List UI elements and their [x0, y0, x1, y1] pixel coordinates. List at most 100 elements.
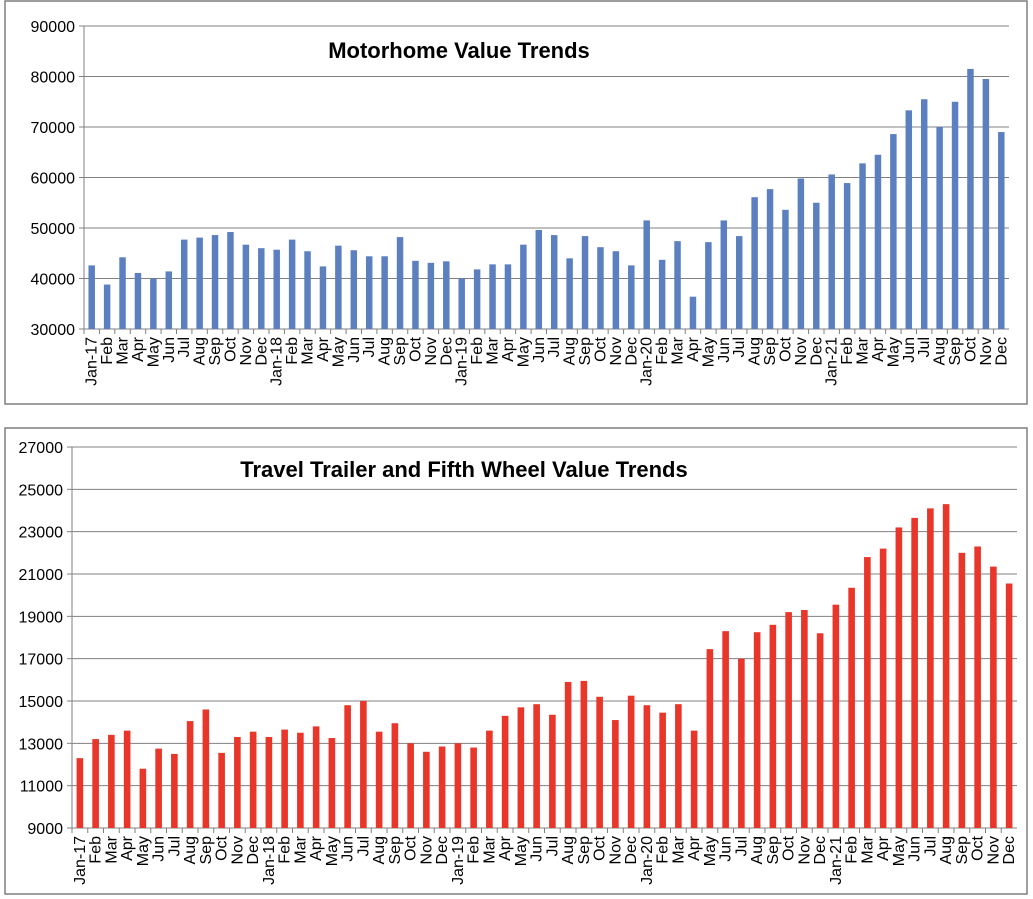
bar [958, 552, 966, 828]
bar [982, 79, 990, 330]
x-tick-label: Jul [546, 337, 563, 357]
x-tick-label: May [702, 836, 719, 866]
x-tick-label: Dec [245, 836, 262, 864]
bar [643, 705, 651, 828]
x-tick-label: Jun [716, 337, 733, 363]
bar [517, 707, 525, 828]
x-tick-label: Apr [130, 336, 147, 362]
y-tick-label: 60000 [31, 171, 76, 188]
bar [186, 721, 194, 828]
y-tick-label: 19000 [19, 609, 64, 626]
x-tick-label: Feb [654, 337, 671, 365]
bar [974, 546, 981, 828]
bar [936, 127, 943, 329]
x-tick-label: Aug [562, 337, 579, 365]
bar [454, 743, 462, 828]
x-tick-label: Aug [377, 337, 394, 365]
bar [375, 731, 383, 828]
bar [535, 230, 543, 329]
bar [365, 256, 373, 329]
x-tick-label: Mar [115, 336, 132, 364]
x-tick-label: Nov [607, 836, 624, 864]
x-tick-label: Sep [762, 337, 779, 366]
bar [391, 723, 399, 828]
bar [281, 729, 288, 828]
bar [360, 701, 367, 828]
bar [596, 696, 603, 828]
bar [920, 99, 928, 329]
bar [196, 237, 203, 329]
bar [801, 609, 808, 828]
chart-title: Travel Trailer and Fifth Wheel Value Tre… [240, 457, 687, 482]
bar [180, 239, 188, 329]
bar [864, 557, 871, 828]
x-tick-label: May [700, 337, 717, 367]
x-tick-label: Nov [793, 337, 810, 365]
x-tick-label: Mar [481, 835, 498, 863]
bar [92, 739, 99, 828]
x-tick-label: Aug [938, 836, 955, 864]
x-tick-label: Jan-21 [828, 836, 845, 885]
bar [785, 612, 792, 828]
bar [458, 278, 465, 329]
x-tick-label: Feb [466, 836, 483, 864]
bar [597, 247, 604, 329]
bar [150, 278, 157, 329]
x-tick-label: Dec [993, 337, 1010, 365]
y-tick-label: 23000 [19, 525, 64, 542]
bar [967, 68, 974, 330]
x-tick-label: Mar [292, 835, 309, 863]
bar [706, 649, 714, 828]
x-tick-label: Oct [592, 336, 609, 361]
x-tick-label: Apr [308, 835, 325, 861]
y-tick-label: 30000 [31, 322, 76, 339]
bar [76, 758, 84, 828]
x-tick-label: May [145, 337, 162, 367]
bar [550, 235, 558, 329]
x-tick-label: Feb [88, 836, 105, 864]
x-tick-label: Jul [922, 836, 939, 856]
y-tick-label: 9000 [27, 821, 63, 838]
bar [249, 731, 257, 828]
bar [566, 258, 573, 329]
x-tick-label: Aug [747, 337, 764, 365]
x-tick-label: Nov [978, 337, 995, 365]
bar [134, 272, 142, 329]
x-tick-label: Mar [670, 336, 687, 364]
x-tick-label: Jul [176, 337, 193, 357]
bar [627, 695, 635, 828]
x-tick-label: Jan-17 [72, 836, 89, 885]
x-tick-label: Jan-19 [454, 337, 471, 386]
bar [816, 633, 824, 828]
x-tick-label: Sep [198, 836, 215, 865]
bar [705, 242, 712, 329]
motorhome-chart: 30000 40000 50000 60000 70000 80000 90000 Jan-1… [4, 0, 1028, 405]
x-tick-label: Jun [718, 836, 735, 862]
bar [843, 183, 851, 329]
bar [501, 715, 509, 828]
y-tick-label: 13000 [19, 736, 64, 753]
bar [319, 266, 327, 329]
bar [139, 768, 147, 828]
x-tick-label: Mar [670, 835, 687, 863]
chart-frame [4, 427, 1028, 895]
bar [612, 251, 620, 329]
x-tick-label: Dec [434, 836, 451, 864]
x-tick-label: Dec [1001, 836, 1018, 864]
bar [312, 726, 320, 828]
x-tick-label: Aug [749, 836, 766, 864]
bar [720, 220, 728, 329]
bar [88, 265, 95, 329]
bar [304, 251, 311, 329]
bar [288, 239, 296, 329]
bar [103, 284, 111, 329]
x-tick-label: Apr [119, 835, 136, 861]
bar [211, 235, 219, 329]
bar [533, 704, 540, 828]
x-tick-label: Oct [214, 835, 231, 860]
x-tick-label: Oct [407, 336, 424, 361]
x-tick-label: Sep [947, 337, 964, 366]
x-tick-label: Apr [500, 336, 517, 362]
x-tick-label: Jun [531, 337, 548, 363]
x-tick-label: Jul [916, 337, 933, 357]
